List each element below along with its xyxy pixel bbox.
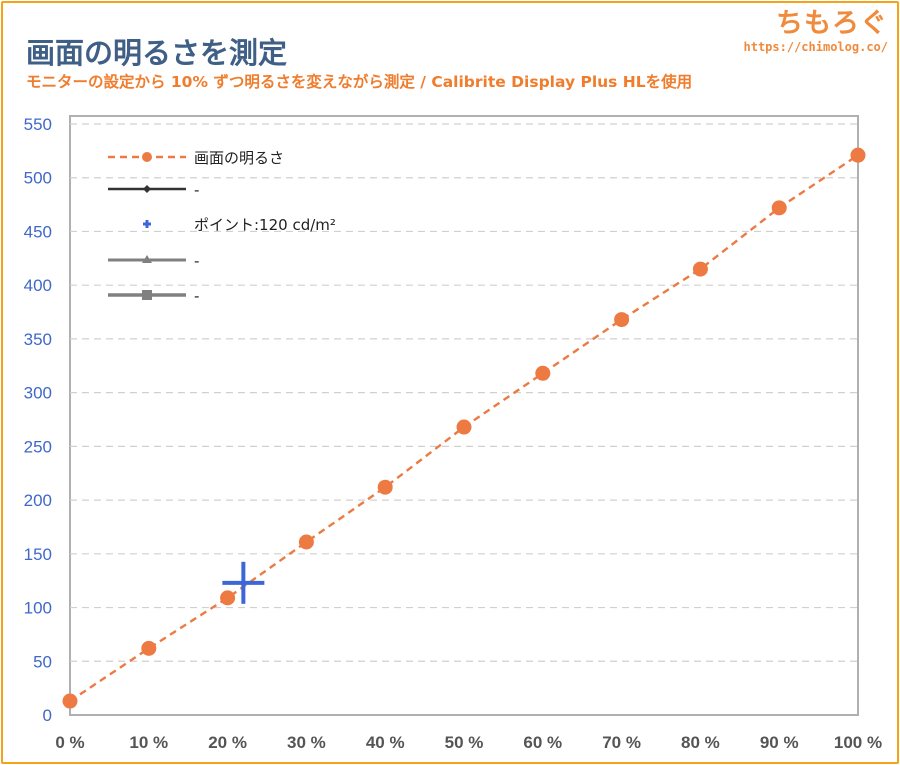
x-tick-label: 0 % (55, 733, 84, 752)
x-tick-label: 80 % (681, 733, 720, 752)
legend-label: - (194, 287, 199, 305)
data-point (535, 365, 551, 381)
y-tick-label: 300 (24, 384, 52, 403)
x-axis-ticks: 0 % 10 % 20 % 30 % 40 % 50 % 60 % 70 % 80 % 90 % 1… (55, 733, 882, 752)
legend: 画面の明るさ - ポイント:120 cd/m² - - (108, 149, 336, 305)
x-tick-label: 60 % (523, 733, 562, 752)
chart-title: 画面の明るさを測定 (26, 36, 288, 70)
x-tick-label: 40 % (366, 733, 405, 752)
y-tick-label: 100 (24, 599, 52, 618)
x-tick-label: 50 % (445, 733, 484, 752)
y-tick-label: 50 (33, 652, 52, 671)
y-tick-label: 500 (24, 169, 52, 188)
x-tick-label: 100 % (834, 733, 882, 752)
data-point (220, 590, 236, 606)
point-marker (222, 561, 265, 604)
chart-subtitle: モニターの設定から 10% ずつ明るさを変えながら測定 / Calibrite … (26, 73, 693, 91)
x-tick-label: 90 % (760, 733, 799, 752)
legend-marker-diamond (143, 185, 151, 193)
y-tick-label: 250 (24, 437, 52, 456)
x-tick-label: 30 % (287, 733, 326, 752)
legend-marker-triangle (142, 255, 152, 263)
data-point (692, 261, 708, 277)
x-tick-label: 20 % (208, 733, 247, 752)
brand-url: https://chimolog.co/ (743, 40, 889, 54)
x-tick-label: 10 % (129, 733, 168, 752)
legend-marker-circle (142, 152, 152, 162)
brand-name: ちもろぐ (776, 8, 888, 39)
brand-logo: ちもろぐ https://chimolog.co/ (744, 8, 889, 54)
data-point (456, 419, 472, 435)
legend-label: - (194, 252, 199, 270)
legend-label: 画面の明るさ (194, 149, 284, 167)
data-point (298, 534, 314, 550)
y-tick-label: 450 (24, 222, 52, 241)
data-point (62, 693, 78, 709)
y-tick-label: 0 (43, 706, 52, 725)
data-point (141, 640, 157, 656)
legend-marker-square (142, 290, 152, 300)
y-tick-label: 150 (24, 545, 52, 564)
data-point (377, 479, 393, 495)
x-tick-label: 70 % (602, 733, 641, 752)
y-tick-label: 200 (24, 491, 52, 510)
data-point (850, 147, 866, 163)
y-tick-label: 400 (24, 276, 52, 295)
y-axis-ticks: 0 50 100 150 200 250 300 350 400 450 500 550 (24, 115, 52, 725)
y-tick-label: 350 (24, 330, 52, 349)
series-brightness (62, 147, 866, 709)
data-point (614, 312, 630, 328)
plot-area (69, 115, 859, 716)
data-point (771, 200, 787, 216)
legend-label: ポイント:120 cd/m² (194, 216, 336, 234)
legend-label: - (194, 181, 199, 199)
y-tick-label: 550 (24, 115, 52, 134)
